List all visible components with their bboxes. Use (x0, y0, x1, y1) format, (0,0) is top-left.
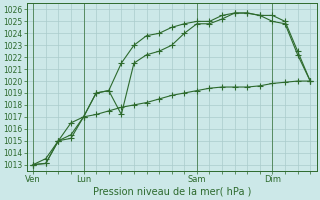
X-axis label: Pression niveau de la mer( hPa ): Pression niveau de la mer( hPa ) (92, 187, 251, 197)
